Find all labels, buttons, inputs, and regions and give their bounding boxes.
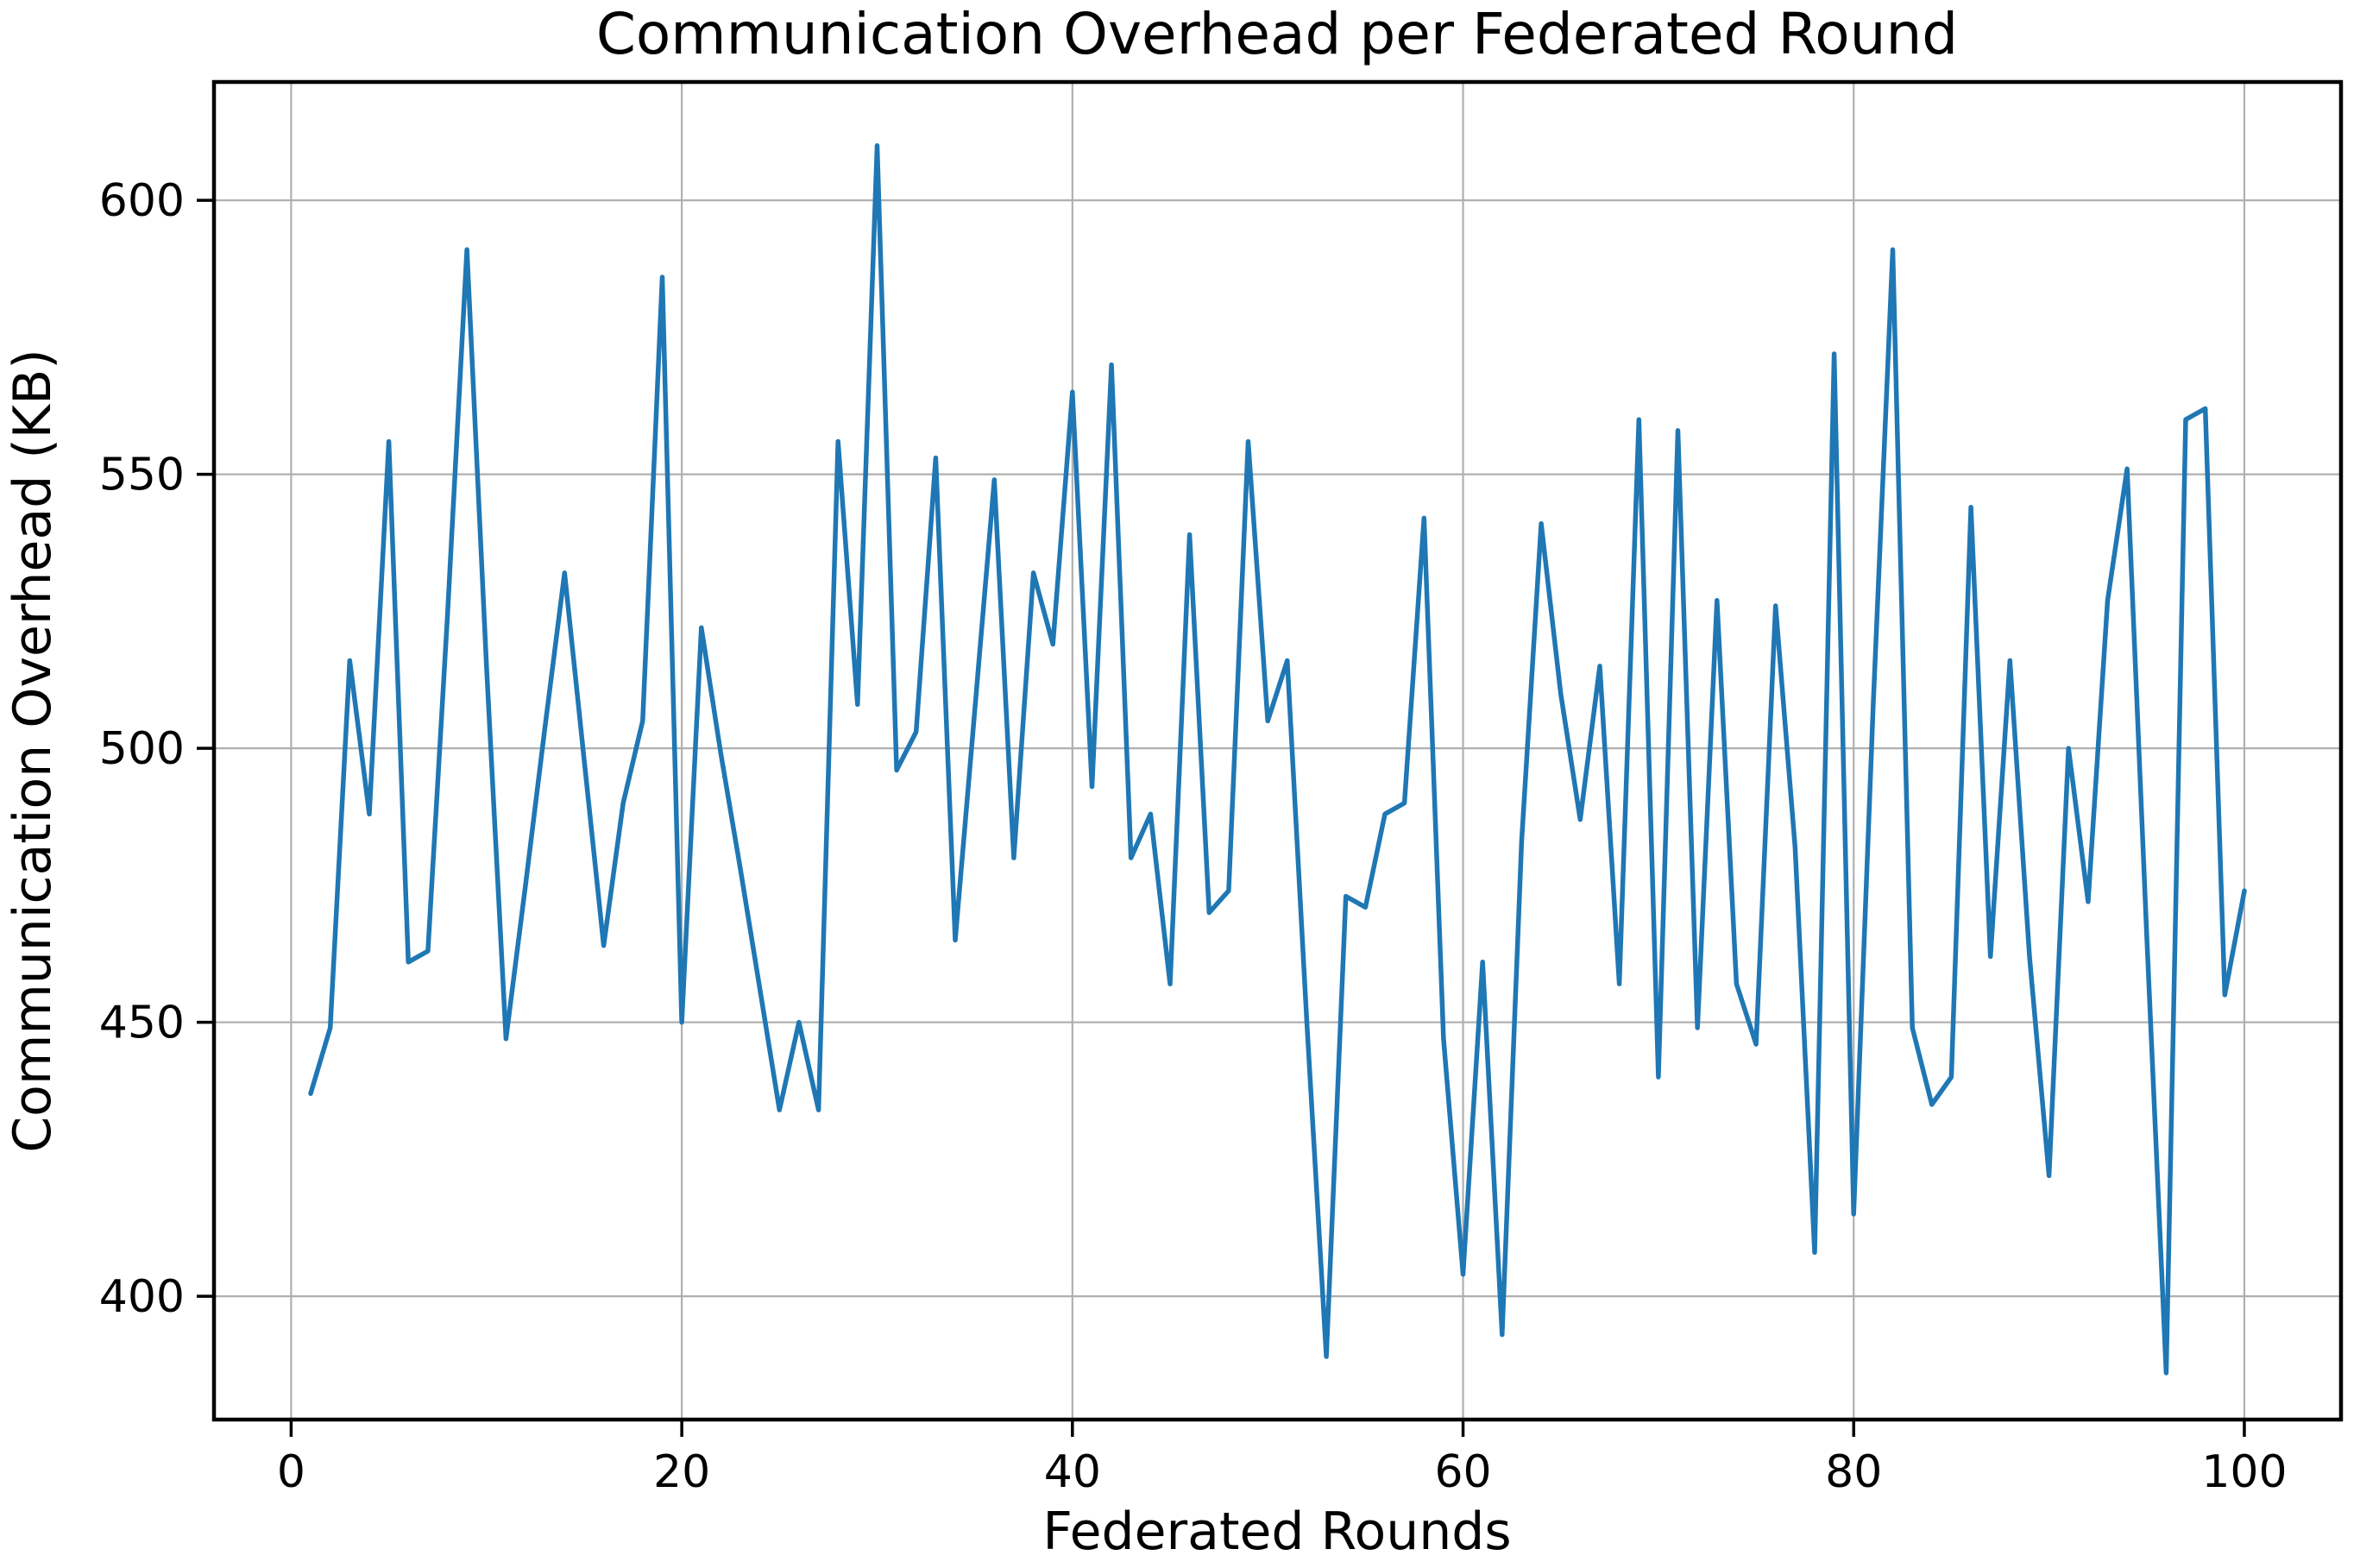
x-tick-label: 80 (1825, 1446, 1882, 1498)
y-tick-label: 500 (99, 723, 185, 775)
x-tick-label: 40 (1044, 1446, 1101, 1498)
x-tick-label: 60 (1434, 1446, 1491, 1498)
y-tick-label: 450 (99, 998, 185, 1049)
data-line-series (308, 142, 2247, 1376)
axis-ticks: 0 20 40 60 80 100 400 450 500 550 600 (99, 175, 2288, 1498)
x-tick-label: 20 (653, 1446, 710, 1498)
x-tick-label: 100 (2201, 1446, 2287, 1498)
x-axis-label: Federated Rounds (1042, 1502, 1511, 1562)
plot-border (211, 79, 2344, 1422)
x-tick-label: 0 (277, 1446, 305, 1498)
chart-title: Communication Overhead per Federated Rou… (596, 1, 1958, 67)
y-tick-label: 600 (99, 175, 185, 227)
y-tick-label: 550 (99, 450, 185, 501)
grid-lines (214, 82, 2341, 1420)
y-axis-label: Communication Overhead (KB) (3, 349, 63, 1152)
y-tick-label: 400 (99, 1271, 185, 1323)
